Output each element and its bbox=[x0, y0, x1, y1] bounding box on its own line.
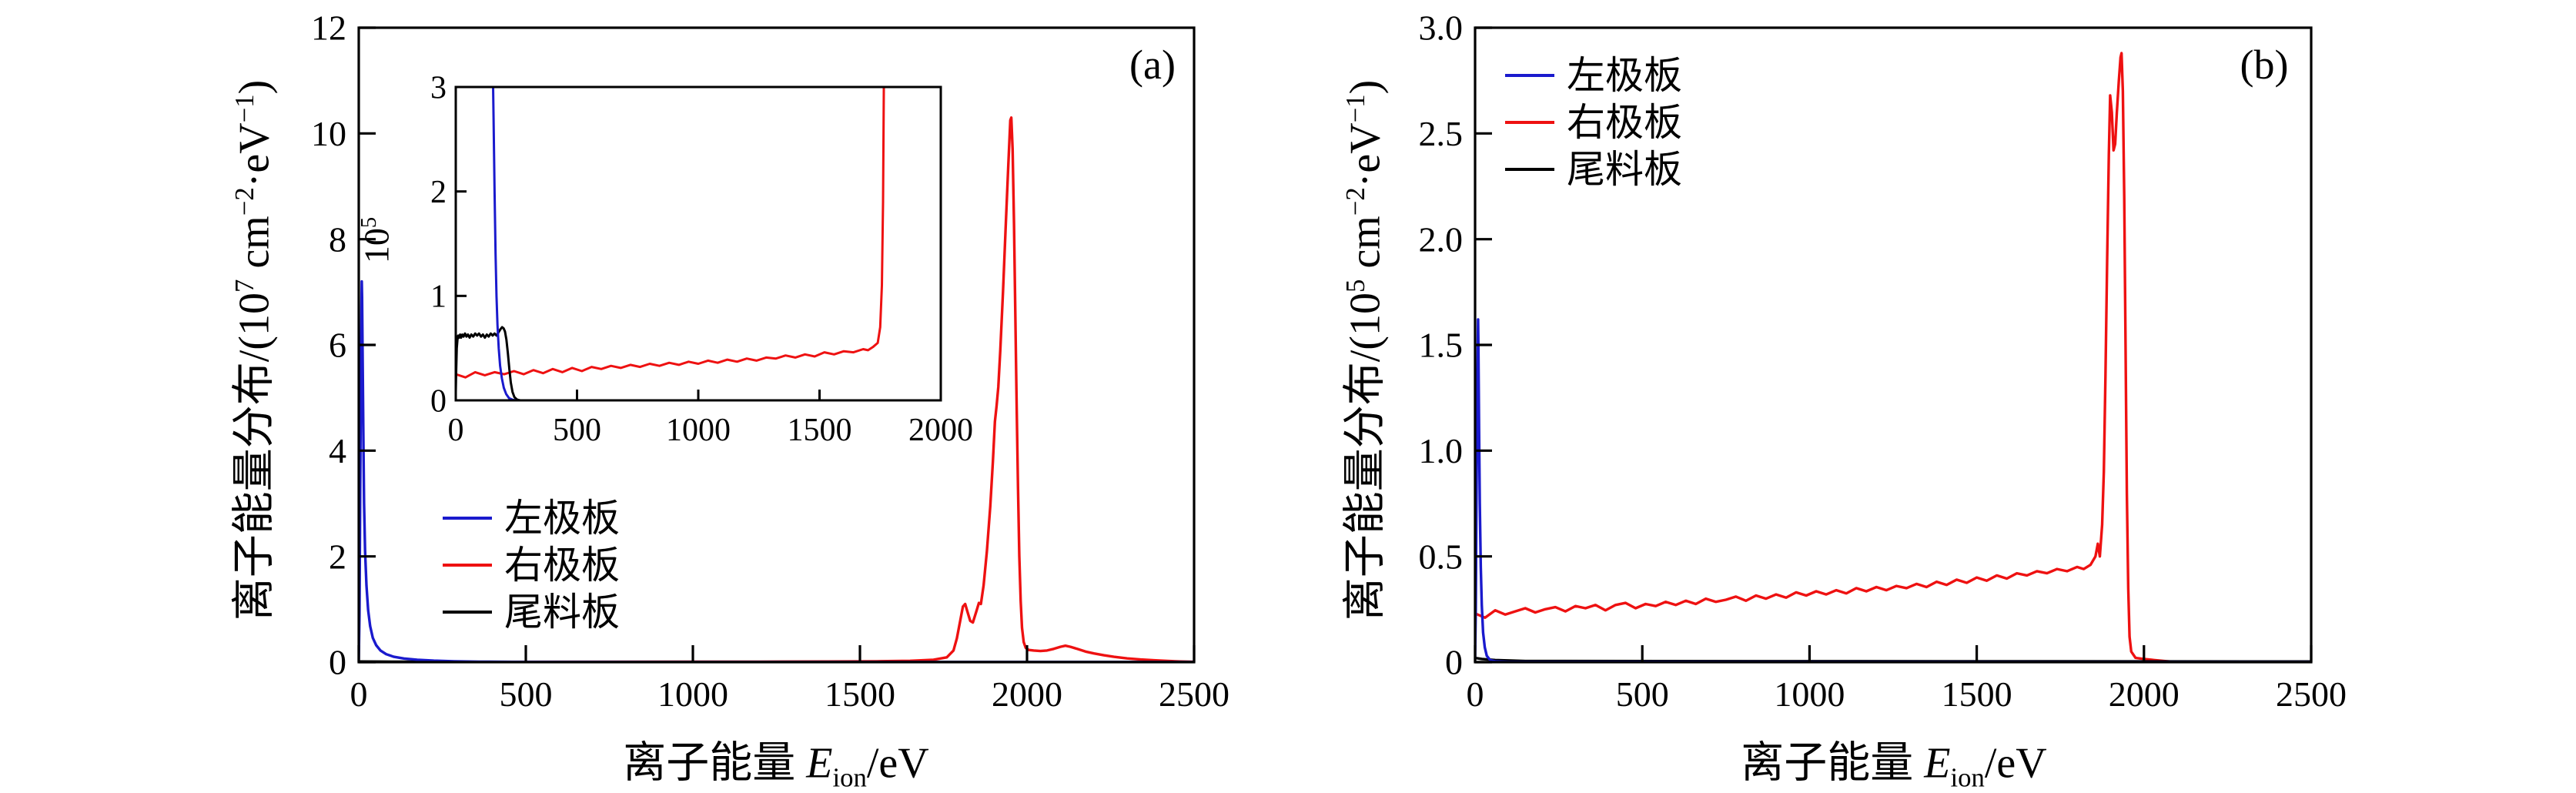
y-tick-label-panel-b: 3.0 bbox=[1419, 8, 1464, 48]
x-tick-label-panel-b: 2000 bbox=[2109, 674, 2180, 714]
x-tick-label-panel-a: 1000 bbox=[657, 674, 728, 714]
y-tick-label-panel-b: 1.0 bbox=[1419, 431, 1464, 470]
series-line-panel-a-inset-1 bbox=[456, 87, 885, 379]
y-tick-label-panel-a-inset: 1 bbox=[430, 279, 447, 315]
x-tick-label-panel-a: 2500 bbox=[1159, 674, 1229, 714]
x-tick-label-panel-a: 500 bbox=[500, 674, 553, 714]
plot-panel-b: 0 500 1000 1500 2000 2500 0 0.5 1.0 1.5 2.0 2.5 3.0 bbox=[1419, 8, 2347, 714]
y-tick-label-panel-b: 2.0 bbox=[1419, 219, 1464, 259]
panel-a-tag: (a) bbox=[1129, 42, 1176, 88]
panel-b-legend: 左极板 右极板 尾料板 bbox=[1505, 52, 1682, 192]
legend-label: 左极板 bbox=[504, 496, 620, 540]
legend-item-tail-plate: 尾料板 bbox=[443, 588, 620, 635]
y-tick-label-panel-a: 12 bbox=[311, 8, 346, 48]
plot-panel-a-inset: 0 500 1000 1500 2000 0 1 2 3 bbox=[430, 70, 973, 448]
legend-line-sample bbox=[443, 563, 492, 567]
panel-a-y-axis-label: 离子能量分布/(107 cm−2·eV−1) bbox=[229, 79, 279, 621]
legend-line-sample bbox=[1505, 73, 1554, 77]
legend-line-sample bbox=[443, 610, 492, 614]
legend-item-tail-plate: 尾料板 bbox=[1505, 146, 1682, 192]
axes-frame-panel-a-inset bbox=[454, 85, 942, 402]
y-tick-label-panel-a: 6 bbox=[329, 326, 346, 365]
panel-b-tag: (b) bbox=[2240, 42, 2289, 88]
y-tick-label-panel-a: 8 bbox=[329, 219, 346, 259]
x-tick-label-panel-b: 0 bbox=[1467, 674, 1484, 714]
y-tick-label-panel-a: 2 bbox=[329, 537, 346, 576]
y-tick-label-panel-b: 1.5 bbox=[1419, 326, 1464, 365]
series-line-panel-b-0 bbox=[1475, 318, 2311, 662]
y-tick-label-panel-a: 4 bbox=[329, 431, 346, 470]
legend-item-right-plate: 右极板 bbox=[443, 541, 620, 588]
panel-b-y-axis-label: 离子能量分布/(105 cm−2·eV−1) bbox=[1340, 79, 1390, 621]
x-tick-label-panel-a: 0 bbox=[350, 674, 368, 714]
legend-item-left-plate: 左极板 bbox=[443, 494, 620, 541]
legend-line-sample bbox=[1505, 167, 1554, 171]
x-tick-label-panel-a-inset: 1000 bbox=[666, 413, 731, 448]
x-tick-label-panel-b: 1500 bbox=[1942, 674, 2012, 714]
panel-b-x-axis-label: 离子能量 Eion/eV bbox=[1741, 739, 2047, 793]
y-tick-label-panel-a-inset: 3 bbox=[430, 70, 447, 105]
series-line-panel-b-1 bbox=[1475, 52, 2311, 662]
series-line-panel-a-inset-2 bbox=[456, 326, 941, 400]
inset-y-axis-label: 105 bbox=[356, 216, 396, 264]
legend-item-left-plate: 左极板 bbox=[1505, 52, 1682, 99]
legend-line-sample bbox=[1505, 120, 1554, 124]
x-tick-label-panel-a: 2000 bbox=[992, 674, 1062, 714]
y-tick-label-panel-b: 2.5 bbox=[1419, 114, 1464, 153]
x-tick-label-panel-b: 1000 bbox=[1774, 674, 1845, 714]
x-tick-label-panel-a-inset: 1500 bbox=[788, 413, 852, 448]
legend-label: 右极板 bbox=[1567, 100, 1682, 144]
y-tick-label-panel-b: 0 bbox=[1445, 643, 1463, 682]
y-tick-label-panel-a-inset: 2 bbox=[430, 175, 447, 210]
y-tick-label-panel-a: 10 bbox=[311, 114, 346, 153]
legend-item-right-plate: 右极板 bbox=[1505, 99, 1682, 146]
y-tick-label-panel-a-inset: 0 bbox=[430, 383, 447, 419]
x-tick-label-panel-a: 1500 bbox=[825, 674, 895, 714]
legend-line-sample bbox=[443, 516, 492, 520]
legend-label: 尾料板 bbox=[1567, 147, 1682, 191]
panel-a-x-axis-label: 离子能量 Eion/eV bbox=[623, 739, 929, 793]
y-tick-label-panel-b: 0.5 bbox=[1419, 537, 1464, 576]
panel-a-legend: 左极板 右极板 尾料板 bbox=[443, 494, 620, 635]
legend-label: 尾料板 bbox=[504, 590, 620, 634]
x-tick-label-panel-a-inset: 0 bbox=[448, 413, 464, 448]
series-line-panel-a-inset-0 bbox=[491, 87, 941, 400]
x-tick-label-panel-a-inset: 2000 bbox=[908, 413, 973, 448]
series-line-panel-a-1 bbox=[359, 115, 1194, 662]
legend-label: 左极板 bbox=[1567, 53, 1682, 97]
x-tick-label-panel-b: 2500 bbox=[2276, 674, 2347, 714]
x-tick-label-panel-a-inset: 500 bbox=[553, 413, 601, 448]
legend-label: 右极板 bbox=[504, 543, 620, 587]
x-tick-label-panel-b: 500 bbox=[1616, 674, 1669, 714]
y-tick-label-panel-a: 0 bbox=[329, 643, 346, 682]
